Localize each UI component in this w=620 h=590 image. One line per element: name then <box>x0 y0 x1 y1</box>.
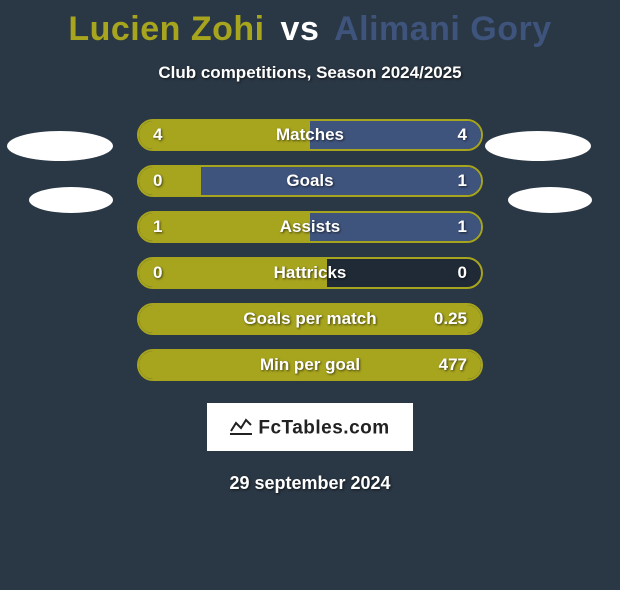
stat-label: Assists <box>139 213 481 241</box>
stat-label: Min per goal <box>139 351 481 379</box>
subtitle: Club competitions, Season 2024/2025 <box>0 63 620 83</box>
avatar-ellipse <box>485 131 591 161</box>
stat-label: Goals per match <box>139 305 481 333</box>
stat-row: 0.25Goals per match <box>137 303 483 335</box>
avatar-ellipse <box>508 187 592 213</box>
player1-name: Lucien Zohi <box>68 10 264 48</box>
stat-label: Matches <box>139 121 481 149</box>
watermark-box: FcTables.com <box>207 403 413 451</box>
stat-label: Hattricks <box>139 259 481 287</box>
footer-date: 29 september 2024 <box>0 473 620 494</box>
chart-icon <box>230 417 252 440</box>
watermark-text: FcTables.com <box>258 418 389 439</box>
avatar-ellipse <box>7 131 113 161</box>
title-separator: vs <box>281 10 320 48</box>
stat-row: 01Goals <box>137 165 483 197</box>
stat-label: Goals <box>139 167 481 195</box>
player2-name: Alimani Gory <box>334 10 552 48</box>
stat-row: 44Matches <box>137 119 483 151</box>
page-title: Lucien Zohi vs Alimani Gory <box>0 10 620 49</box>
avatar-ellipse <box>29 187 113 213</box>
stat-row: 11Assists <box>137 211 483 243</box>
stat-row: 00Hattricks <box>137 257 483 289</box>
stat-row: 477Min per goal <box>137 349 483 381</box>
